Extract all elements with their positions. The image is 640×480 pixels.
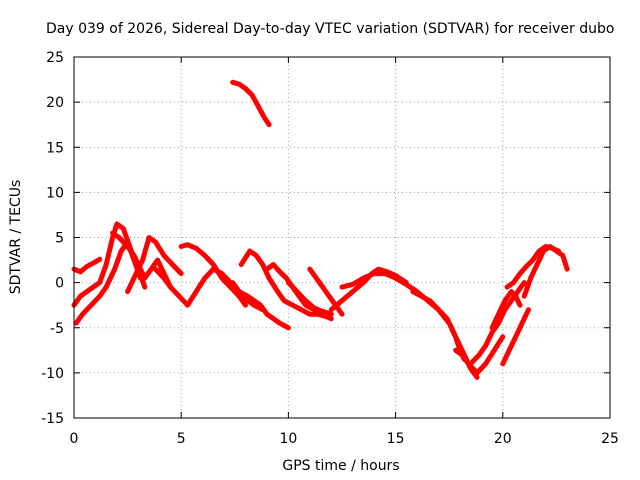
- plot-frame: [73, 56, 611, 419]
- series-track-07: [178, 242, 248, 308]
- x-tick-label: 5: [177, 431, 186, 447]
- y-tick-label: 20: [46, 95, 64, 111]
- grid-lines: [74, 57, 610, 418]
- y-tick-label: 10: [46, 185, 64, 201]
- series-track-12: [285, 280, 334, 317]
- series-track-09: [238, 248, 334, 322]
- x-tick-label: 10: [279, 431, 297, 447]
- series-track-18: [453, 334, 506, 376]
- x-axis-label: GPS time / hours: [282, 458, 399, 474]
- y-axis-label: SDTVAR / TECUs: [8, 180, 24, 295]
- x-tick-label: 15: [387, 431, 405, 447]
- series-track-01: [71, 256, 103, 275]
- y-tick-label: 25: [46, 50, 64, 66]
- series-track-23: [521, 244, 570, 299]
- y-tick-label: 0: [55, 276, 64, 292]
- series-track-06: [153, 266, 216, 308]
- series-track-05: [125, 235, 184, 295]
- y-tick-label: -10: [41, 366, 64, 382]
- series-track-15: [339, 271, 399, 290]
- y-tick-label: -5: [50, 321, 64, 337]
- x-tick-label: 25: [601, 431, 619, 447]
- tick-labels: -15 -10 -5 0 5 10 15 20 25 0 5 10 15 20 25: [41, 50, 619, 447]
- y-tick-label: -15: [41, 411, 64, 427]
- y-tick-label: 5: [55, 231, 64, 247]
- series-track-24: [230, 79, 272, 128]
- data-series: [71, 79, 570, 380]
- series-track-22: [504, 244, 561, 290]
- series-track-04: [110, 230, 173, 290]
- chart-title: Day 039 of 2026, Sidereal Day-to-day VTE…: [46, 21, 614, 37]
- series-track-17: [410, 289, 467, 362]
- x-tick-label: 20: [494, 431, 512, 447]
- x-tick-label: 0: [70, 431, 79, 447]
- series-track-08: [230, 280, 291, 331]
- series-track-20: [489, 289, 523, 331]
- y-tick-label: 15: [46, 140, 64, 156]
- series-track-21: [500, 307, 531, 367]
- series-track-10: [210, 266, 266, 313]
